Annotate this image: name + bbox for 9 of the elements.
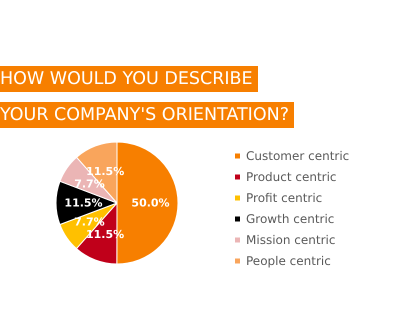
chart-title: HOW WOULD YOU DESCRIBE YOUR COMPANY'S ORIENTATION? <box>0 68 290 127</box>
legend-label: Customer centric <box>246 149 350 163</box>
legend-label: Product centric <box>246 170 337 184</box>
legend-label: Growth centric <box>246 212 334 226</box>
data-label: 11.5% <box>64 196 103 210</box>
legend-label: Profit centric <box>246 191 322 205</box>
data-label: 50.0% <box>131 196 170 210</box>
legend-label: People centric <box>246 254 331 268</box>
legend-label: Mission centric <box>246 233 336 247</box>
